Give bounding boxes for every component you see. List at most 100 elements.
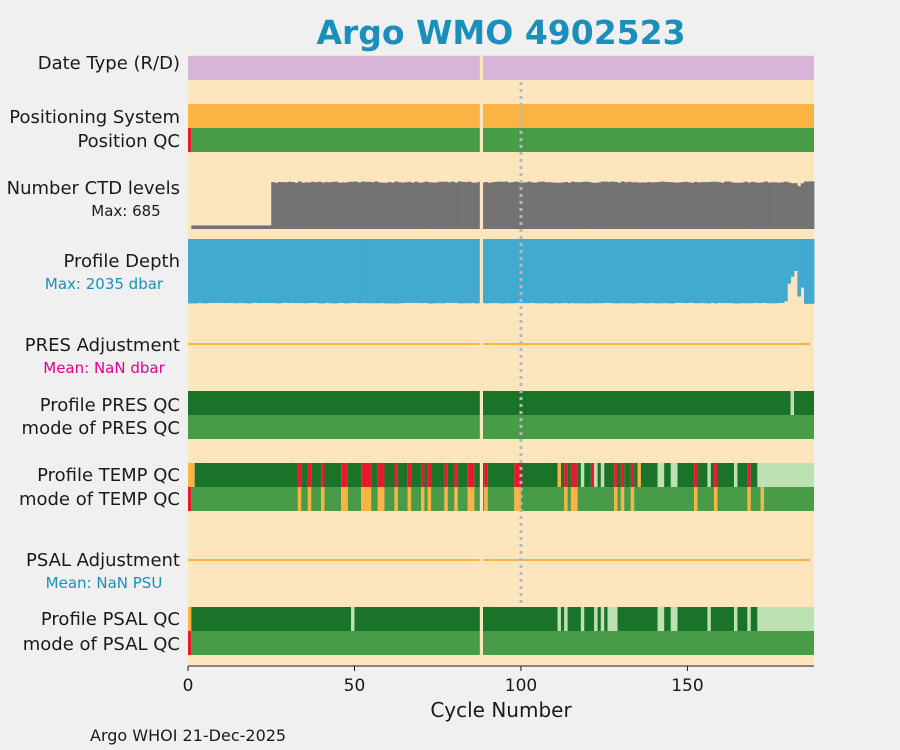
profile-depth-bar — [517, 239, 522, 303]
profile-psal-qc-segment — [354, 607, 558, 631]
profile-temp-qc-segment — [584, 463, 591, 487]
profile-depth-bar — [457, 239, 462, 304]
n-ctd-levels-bar — [697, 182, 702, 229]
profile-depth-bar — [344, 239, 349, 304]
n-ctd-levels-bar — [807, 181, 812, 229]
profile-depth-bar — [630, 239, 635, 304]
n-ctd-levels-bar — [411, 182, 415, 229]
n-ctd-levels-bar — [690, 182, 695, 229]
profile-psal-qc-segment — [737, 607, 748, 631]
profile-depth-bar — [700, 239, 705, 304]
n-ctd-levels-bar — [217, 225, 222, 229]
profile-temp-qc-segment — [454, 463, 458, 487]
profile-temp-qc-segment — [377, 463, 385, 487]
profile-psal-qc-segment — [750, 607, 758, 631]
n-ctd-levels-bar — [381, 182, 385, 229]
n-ctd-levels-bar — [314, 182, 319, 229]
profile-depth-bar — [650, 239, 655, 304]
profile-depth-bar — [737, 239, 742, 304]
profile-depth-bar — [464, 239, 469, 304]
mode-temp-qc-segment — [750, 487, 761, 511]
mode-temp-qc-segment — [444, 487, 448, 511]
profile-depth-bar — [254, 239, 259, 303]
mode-temp-qc-segment — [617, 487, 621, 511]
profile-temp-qc-segment — [617, 463, 621, 487]
profile-psal-qc-segment — [757, 607, 814, 631]
profile-depth-bar — [640, 239, 645, 304]
profile-depth-bar — [281, 239, 285, 303]
mode-temp-qc-segment — [431, 487, 445, 511]
n-ctd-levels-bar — [760, 182, 765, 229]
profile-pres-qc-label: Profile PRES QC — [40, 395, 180, 416]
n-ctd-levels-bar — [324, 182, 329, 229]
profile-temp-qc-segment — [457, 463, 468, 487]
profile-depth-bar — [724, 239, 728, 303]
profile-temp-qc-segment — [564, 463, 568, 487]
profile-temp-qc-segment — [311, 463, 322, 487]
n-ctd-levels-bar — [540, 181, 545, 229]
profile-temp-qc-segment — [447, 463, 455, 487]
profile-depth-bar — [374, 239, 379, 304]
profile-depth-bar — [294, 239, 299, 304]
mode-temp-qc-segment — [421, 487, 425, 511]
n-ctd-levels-bar — [401, 182, 405, 229]
profile-depth-bar — [444, 239, 449, 303]
n-ctd-levels-bar — [744, 181, 748, 229]
profile-depth-bar — [234, 239, 239, 304]
n-ctd-levels-bar — [797, 186, 802, 229]
profile-depth-bar — [727, 239, 732, 304]
profile-depth-bar — [510, 239, 515, 304]
mode-temp-qc-segment — [347, 487, 362, 511]
profile-depth-bar — [241, 239, 246, 304]
profile-temp-qc-segment — [431, 463, 445, 487]
mode-temp-qc-segment — [697, 487, 715, 511]
n-ctd-levels-bar — [684, 181, 688, 229]
n-ctd-levels-bar — [431, 182, 435, 229]
n-ctd-levels-bar — [607, 181, 612, 229]
profile-temp-qc-segment — [424, 463, 428, 487]
profile-temp-qc-segment — [411, 463, 422, 487]
n-ctd-levels-bar — [720, 182, 725, 229]
n-ctd-levels-bar — [241, 225, 246, 229]
profile-depth-bar — [757, 239, 762, 304]
n-ctd-levels-bar — [397, 182, 402, 229]
profile-depth-bar — [777, 239, 782, 303]
mode-temp-qc-segment — [361, 487, 372, 511]
profile-depth-bar — [720, 239, 725, 304]
profile-depth-bar — [461, 239, 465, 304]
n-ctd-levels-bar — [407, 181, 412, 229]
profile-depth-bar — [527, 239, 532, 304]
n-ctd-levels-bar — [267, 225, 272, 229]
profile-psal-qc-segment — [657, 607, 665, 631]
mode-temp-qc-segment — [311, 487, 322, 511]
n-ctd-levels-bar — [277, 182, 282, 229]
profile-depth-bar — [520, 239, 525, 304]
profile-depth-bar — [197, 239, 202, 304]
n-ctd-levels-bar — [371, 182, 375, 229]
n-ctd-levels-bar — [304, 182, 309, 229]
profile-psal-qc-segment — [664, 607, 671, 631]
profile-depth-bar — [321, 239, 325, 304]
n-ctd-levels-bar — [351, 181, 355, 229]
n-ctd-levels-bar — [787, 182, 792, 229]
mode-temp-qc-segment — [714, 487, 718, 511]
n-ctd-levels-bar — [271, 182, 275, 229]
profile-depth-bar — [694, 239, 698, 304]
profile-depth-bar — [524, 239, 529, 304]
profile-depth-bar — [361, 239, 365, 304]
profile-depth-bar — [357, 239, 362, 304]
profile-depth-bar — [617, 239, 622, 304]
n-ctd-levels-bar — [600, 181, 605, 229]
profile-depth-bar — [577, 239, 582, 304]
mode-temp-qc-segment — [564, 487, 568, 511]
profile-psal-qc-segment — [580, 607, 585, 631]
n-ctd-levels-bar — [584, 181, 588, 229]
n-ctd-levels-bar — [560, 182, 565, 229]
profile-temp-qc-segment — [514, 463, 521, 487]
n-ctd-levels-bar — [261, 225, 265, 229]
profile-psal-qc-segment — [191, 607, 352, 631]
profile-temp-qc-segment — [321, 463, 325, 487]
mode-temp-qc-segment — [694, 487, 698, 511]
profile-depth-bar — [550, 239, 555, 304]
profile-psal-qc-segment — [597, 607, 601, 631]
